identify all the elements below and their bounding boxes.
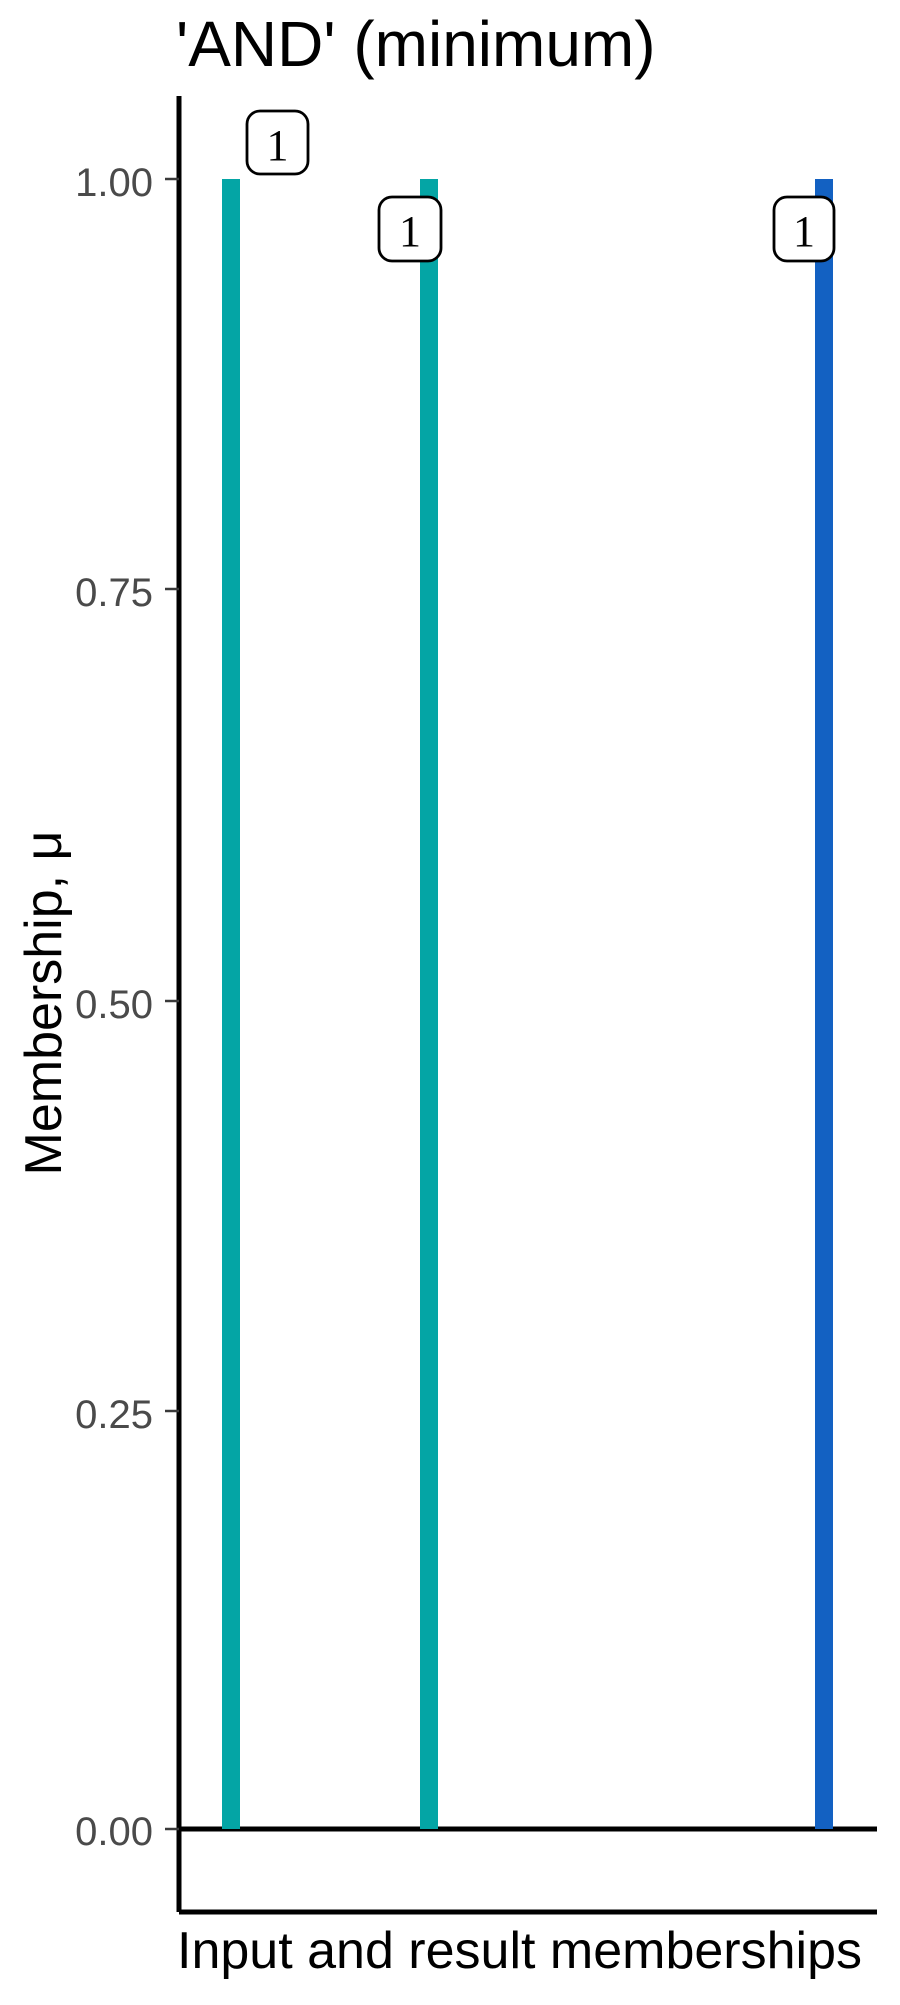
svg-text:Membership, μ: Membership, μ (15, 831, 73, 1176)
svg-text:1: 1 (267, 121, 289, 170)
svg-text:0.75: 0.75 (75, 571, 153, 615)
svg-text:'AND' (minimum): 'AND' (minimum) (176, 8, 656, 80)
svg-text:Input and result memberships: Input and result memberships (177, 1922, 862, 1980)
svg-text:1: 1 (399, 207, 421, 256)
svg-text:0.00: 0.00 (75, 1810, 153, 1854)
svg-text:0.25: 0.25 (75, 1393, 153, 1437)
svg-text:1: 1 (793, 207, 815, 256)
svg-text:1.00: 1.00 (75, 161, 153, 205)
svg-text:0.50: 0.50 (75, 983, 153, 1027)
